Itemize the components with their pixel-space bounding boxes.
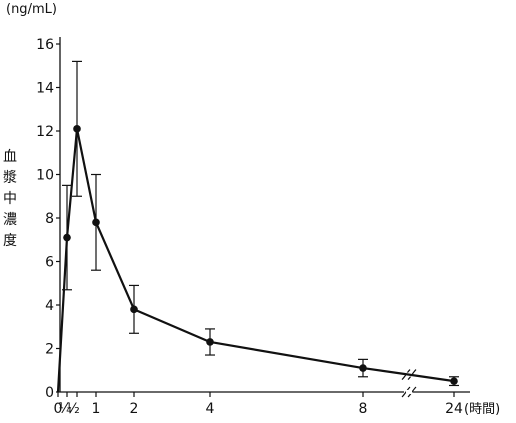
data-point: [130, 305, 138, 314]
y-axis-title-char: 中: [3, 191, 17, 207]
x-tick-label: 24: [445, 401, 463, 417]
axis-break-mark: [401, 386, 417, 398]
x-tick-label: 0: [54, 401, 63, 417]
y-unit-label: (ng/mL): [6, 2, 57, 17]
y-axis-title-char: 血: [3, 149, 17, 165]
x-tick-label: ¼: [58, 401, 72, 417]
data-point: [73, 125, 81, 133]
y-axis-title-char: 度: [3, 233, 17, 249]
x-axis: 0¼½ 1 2 4 8 24 (時間): [54, 391, 500, 417]
y-axis-title-char: 漿: [3, 170, 17, 186]
y-tick-label: 4: [45, 298, 54, 314]
x-unit-label: (時間): [464, 402, 500, 417]
x-tick-label: 2: [130, 401, 139, 417]
y-tick-label: 6: [45, 255, 54, 271]
x-tick-label: 1: [92, 401, 101, 417]
data-point: [206, 338, 214, 346]
y-tick-label: 12: [36, 124, 54, 140]
y-axis: 0 2 4 6 8 10 12 14 16: [36, 37, 61, 401]
y-axis-title-char: 濃: [3, 212, 17, 228]
y-tick-label: 2: [45, 342, 54, 358]
data-point: [359, 364, 367, 372]
x-tick-label: ½: [66, 401, 80, 417]
data-point: [92, 218, 100, 227]
series-line: [56, 127, 455, 393]
axis-break-gap: [406, 390, 412, 394]
y-tick-label: 0: [45, 385, 54, 401]
x-tick-label: 8: [359, 401, 368, 417]
y-tick-label: 14: [36, 81, 54, 97]
data-point: [450, 377, 458, 385]
y-tick-label: 16: [36, 37, 54, 53]
y-tick-label: 8: [45, 211, 54, 227]
y-tick-label: 10: [36, 168, 54, 184]
data-point: [63, 233, 71, 242]
x-tick-label: 4: [206, 401, 215, 417]
plot-area: [56, 60, 459, 393]
